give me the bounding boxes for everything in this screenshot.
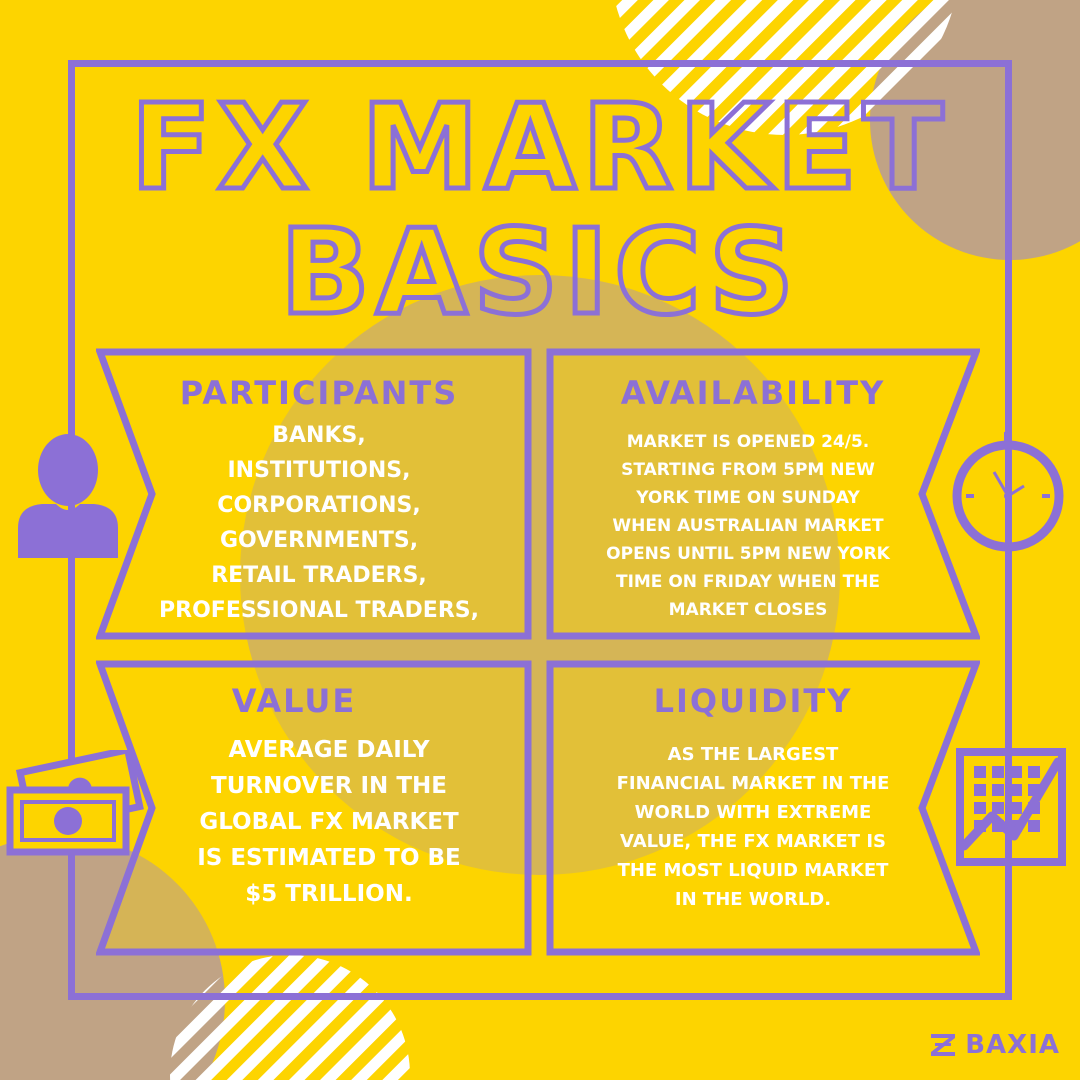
liquidity-text: AS THE LARGEST FINANCIAL MARKET IN THE W… <box>546 740 980 914</box>
title-line-1: FX MARKET <box>128 78 950 216</box>
availability-panel-shape <box>546 348 980 640</box>
participants-panel: PARTICIPANTS BANKS, INSTITUTIONS, CORPOR… <box>96 348 532 640</box>
title-line-2: BASICS <box>278 203 800 341</box>
liquidity-line: FINANCIAL MARKET IN THE <box>616 773 890 794</box>
liquidity-line: IN THE WORLD. <box>674 889 832 910</box>
participants-line: GOVERNMENTS, <box>219 528 419 553</box>
availability-line: STARTING FROM 5PM NEW <box>621 460 875 480</box>
participants-line: RETAIL TRADERS, <box>211 563 427 588</box>
participants-line: INSTITUTIONS, <box>227 458 411 483</box>
participants-line: BANKS, <box>272 423 366 448</box>
clock-icon <box>952 432 1064 552</box>
availability-line: OPENS UNTIL 5PM NEW YORK <box>606 544 890 564</box>
participants-heading: PARTICIPANTS <box>179 374 459 412</box>
liquidity-heading: LIQUIDITY <box>653 682 853 720</box>
liquidity-panel-shape <box>546 660 980 956</box>
availability-text: MARKET IS OPENED 24/5. STARTING FROM 5PM… <box>546 428 980 624</box>
person-icon <box>18 434 118 558</box>
bottom-striped-circle-shape <box>170 955 410 1080</box>
availability-line: MARKET IS OPENED 24/5. <box>626 432 870 452</box>
participants-line: PROFESSIONAL TRADERS, <box>159 598 479 623</box>
liquidity-line: WORLD WITH EXTREME <box>634 802 872 823</box>
availability-line: WHEN AUSTRALIAN MARKET <box>612 516 884 536</box>
participants-line: CORPORATIONS, <box>217 493 421 518</box>
brand-logo: BAXIA <box>929 1030 1060 1060</box>
bottom-left-circle-shape <box>0 835 225 1080</box>
availability-line: YORK TIME ON SUNDAY <box>636 488 860 508</box>
top-striped-circle-shape <box>614 0 956 135</box>
chart-icon <box>956 748 1066 866</box>
baxia-logo-icon <box>931 1034 956 1056</box>
availability-line: MARKET CLOSES <box>668 600 828 620</box>
liquidity-panel: LIQUIDITY AS THE LARGEST FINANCIAL MARKE… <box>546 660 980 956</box>
value-panel: VALUE AVERAGE DAILY TURNOVER IN THE GLOB… <box>96 660 532 956</box>
value-line: IS ESTIMATED TO BE <box>197 845 461 871</box>
availability-line: TIME ON FRIDAY WHEN THE <box>615 572 881 592</box>
participants-list: BANKS, INSTITUTIONS, CORPORATIONS, GOVER… <box>96 418 532 628</box>
liquidity-line: VALUE, THE FX MARKET IS <box>620 831 886 852</box>
participants-panel-shape <box>96 348 532 640</box>
value-line: GLOBAL FX MARKET <box>199 809 459 835</box>
liquidity-line: THE MOST LIQUID MARKET <box>617 860 889 881</box>
value-line: AVERAGE DAILY <box>228 737 430 763</box>
value-heading: VALUE <box>231 682 357 720</box>
money-icon <box>6 750 144 856</box>
value-text: AVERAGE DAILY TURNOVER IN THE GLOBAL FX … <box>96 732 532 912</box>
availability-panel: AVAILABILITY MARKET IS OPENED 24/5. STAR… <box>546 348 980 640</box>
value-line: TURNOVER IN THE <box>211 773 447 799</box>
value-panel-shape <box>96 660 532 956</box>
liquidity-line: AS THE LARGEST <box>667 744 839 765</box>
brand-name: BAXIA <box>965 1030 1060 1060</box>
availability-heading: AVAILABILITY <box>620 374 886 412</box>
center-circle-shape <box>240 275 840 875</box>
value-line: $5 TRILLION. <box>245 881 413 907</box>
